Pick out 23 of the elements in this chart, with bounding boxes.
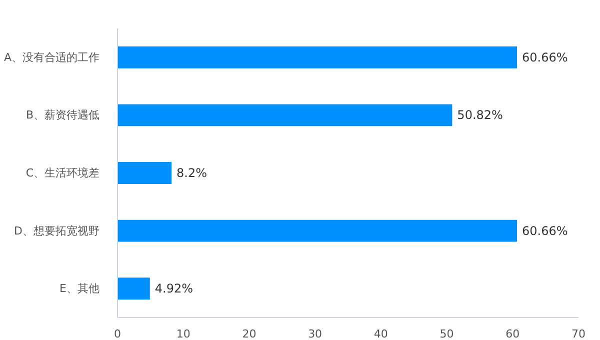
bar xyxy=(118,104,452,126)
x-tick-label: 70 xyxy=(572,328,586,340)
bar xyxy=(118,46,517,68)
x-tick-label: 30 xyxy=(308,328,322,340)
y-tick-label: C、生活环境差 xyxy=(26,166,100,180)
y-tick-label: E、其他 xyxy=(60,282,100,296)
data-label: 4.92% xyxy=(154,282,194,296)
x-tick-label: 40 xyxy=(374,328,388,340)
x-tick-label: 20 xyxy=(242,328,256,340)
bar xyxy=(118,278,150,300)
bar xyxy=(118,220,517,242)
data-label: 8.2% xyxy=(176,166,208,180)
x-tick-label: 10 xyxy=(176,328,190,340)
y-tick-label: D、想要拓宽视野 xyxy=(14,224,100,238)
x-tick-label: 50 xyxy=(440,328,454,340)
x-tick-label: 60 xyxy=(506,328,520,340)
data-label: 60.66% xyxy=(522,50,568,64)
data-label: 50.82% xyxy=(457,108,503,122)
bar xyxy=(118,162,172,184)
y-tick-label: B、薪资待遇低 xyxy=(26,108,100,122)
x-tick-label: 0 xyxy=(114,328,121,340)
y-tick-label: A、没有合适的工作 xyxy=(4,50,100,64)
data-label: 60.66% xyxy=(522,224,568,238)
